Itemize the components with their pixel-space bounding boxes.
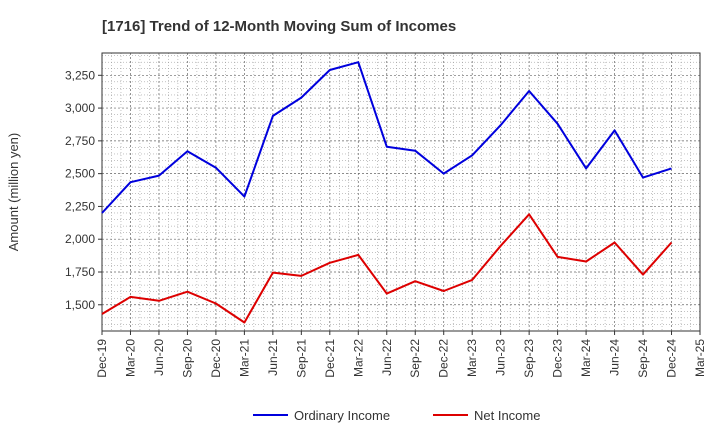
x-tick-label: Jun-22 xyxy=(380,339,394,376)
x-tick-label: Mar-21 xyxy=(237,339,251,377)
chart-title: [1716] Trend of 12-Month Moving Sum of I… xyxy=(102,18,456,35)
series-layer xyxy=(101,61,673,324)
x-tick-label: Sep-21 xyxy=(294,339,308,378)
x-tick-label: Dec-23 xyxy=(551,339,565,378)
y-tick-label: 2,500 xyxy=(65,167,95,181)
plot-frame xyxy=(101,52,701,332)
x-tick-label: Dec-24 xyxy=(665,339,679,378)
series-line-ordinary-income xyxy=(101,61,672,214)
x-tick-label: Jun-21 xyxy=(266,339,280,376)
plot-area xyxy=(102,53,700,331)
x-tick-label: Dec-19 xyxy=(95,339,109,378)
x-tick-label: Dec-20 xyxy=(209,339,223,378)
x-tick-label: Jun-23 xyxy=(494,339,508,376)
y-tick-label: 1,750 xyxy=(65,265,95,279)
x-tick-label: Sep-20 xyxy=(180,339,194,378)
x-tick-label: Mar-23 xyxy=(465,339,479,377)
x-axis: Dec-19 Mar-20 Jun-20 Sep-20 Dec-20 Mar-21 Jun-… xyxy=(95,331,707,378)
legend: Ordinary Income Net Income xyxy=(253,408,540,423)
series-line-net-income xyxy=(101,213,673,324)
legend-label: Ordinary Income xyxy=(294,408,390,423)
y-axis: 1,500 1,750 2,000 2,250 2,500 2,750 3,000 3,250 xyxy=(65,68,102,312)
x-tick-label: Sep-24 xyxy=(636,339,650,378)
y-tick-label: 2,750 xyxy=(65,134,95,148)
x-tick-label: Jun-24 xyxy=(608,339,622,376)
grid xyxy=(101,53,701,332)
y-tick-label: 2,000 xyxy=(65,232,95,246)
legend-label: Net Income xyxy=(474,408,540,423)
x-tick-label: Mar-20 xyxy=(123,339,137,377)
x-tick-label: Mar-24 xyxy=(579,339,593,377)
y-tick-label: 2,250 xyxy=(65,199,95,213)
y-axis-label: Amount (million yen) xyxy=(6,133,21,252)
y-tick-label: 3,250 xyxy=(65,68,95,82)
x-tick-label: Sep-23 xyxy=(522,339,536,378)
y-tick-label: 1,500 xyxy=(65,298,95,312)
y-tick-label: 3,000 xyxy=(65,101,95,115)
x-tick-label: Mar-25 xyxy=(693,339,707,377)
x-tick-label: Dec-22 xyxy=(437,339,451,378)
x-tick-label: Sep-22 xyxy=(408,339,422,378)
x-tick-label: Jun-20 xyxy=(152,339,166,376)
x-tick-label: Mar-22 xyxy=(351,339,365,377)
x-tick-label: Dec-21 xyxy=(323,339,337,378)
